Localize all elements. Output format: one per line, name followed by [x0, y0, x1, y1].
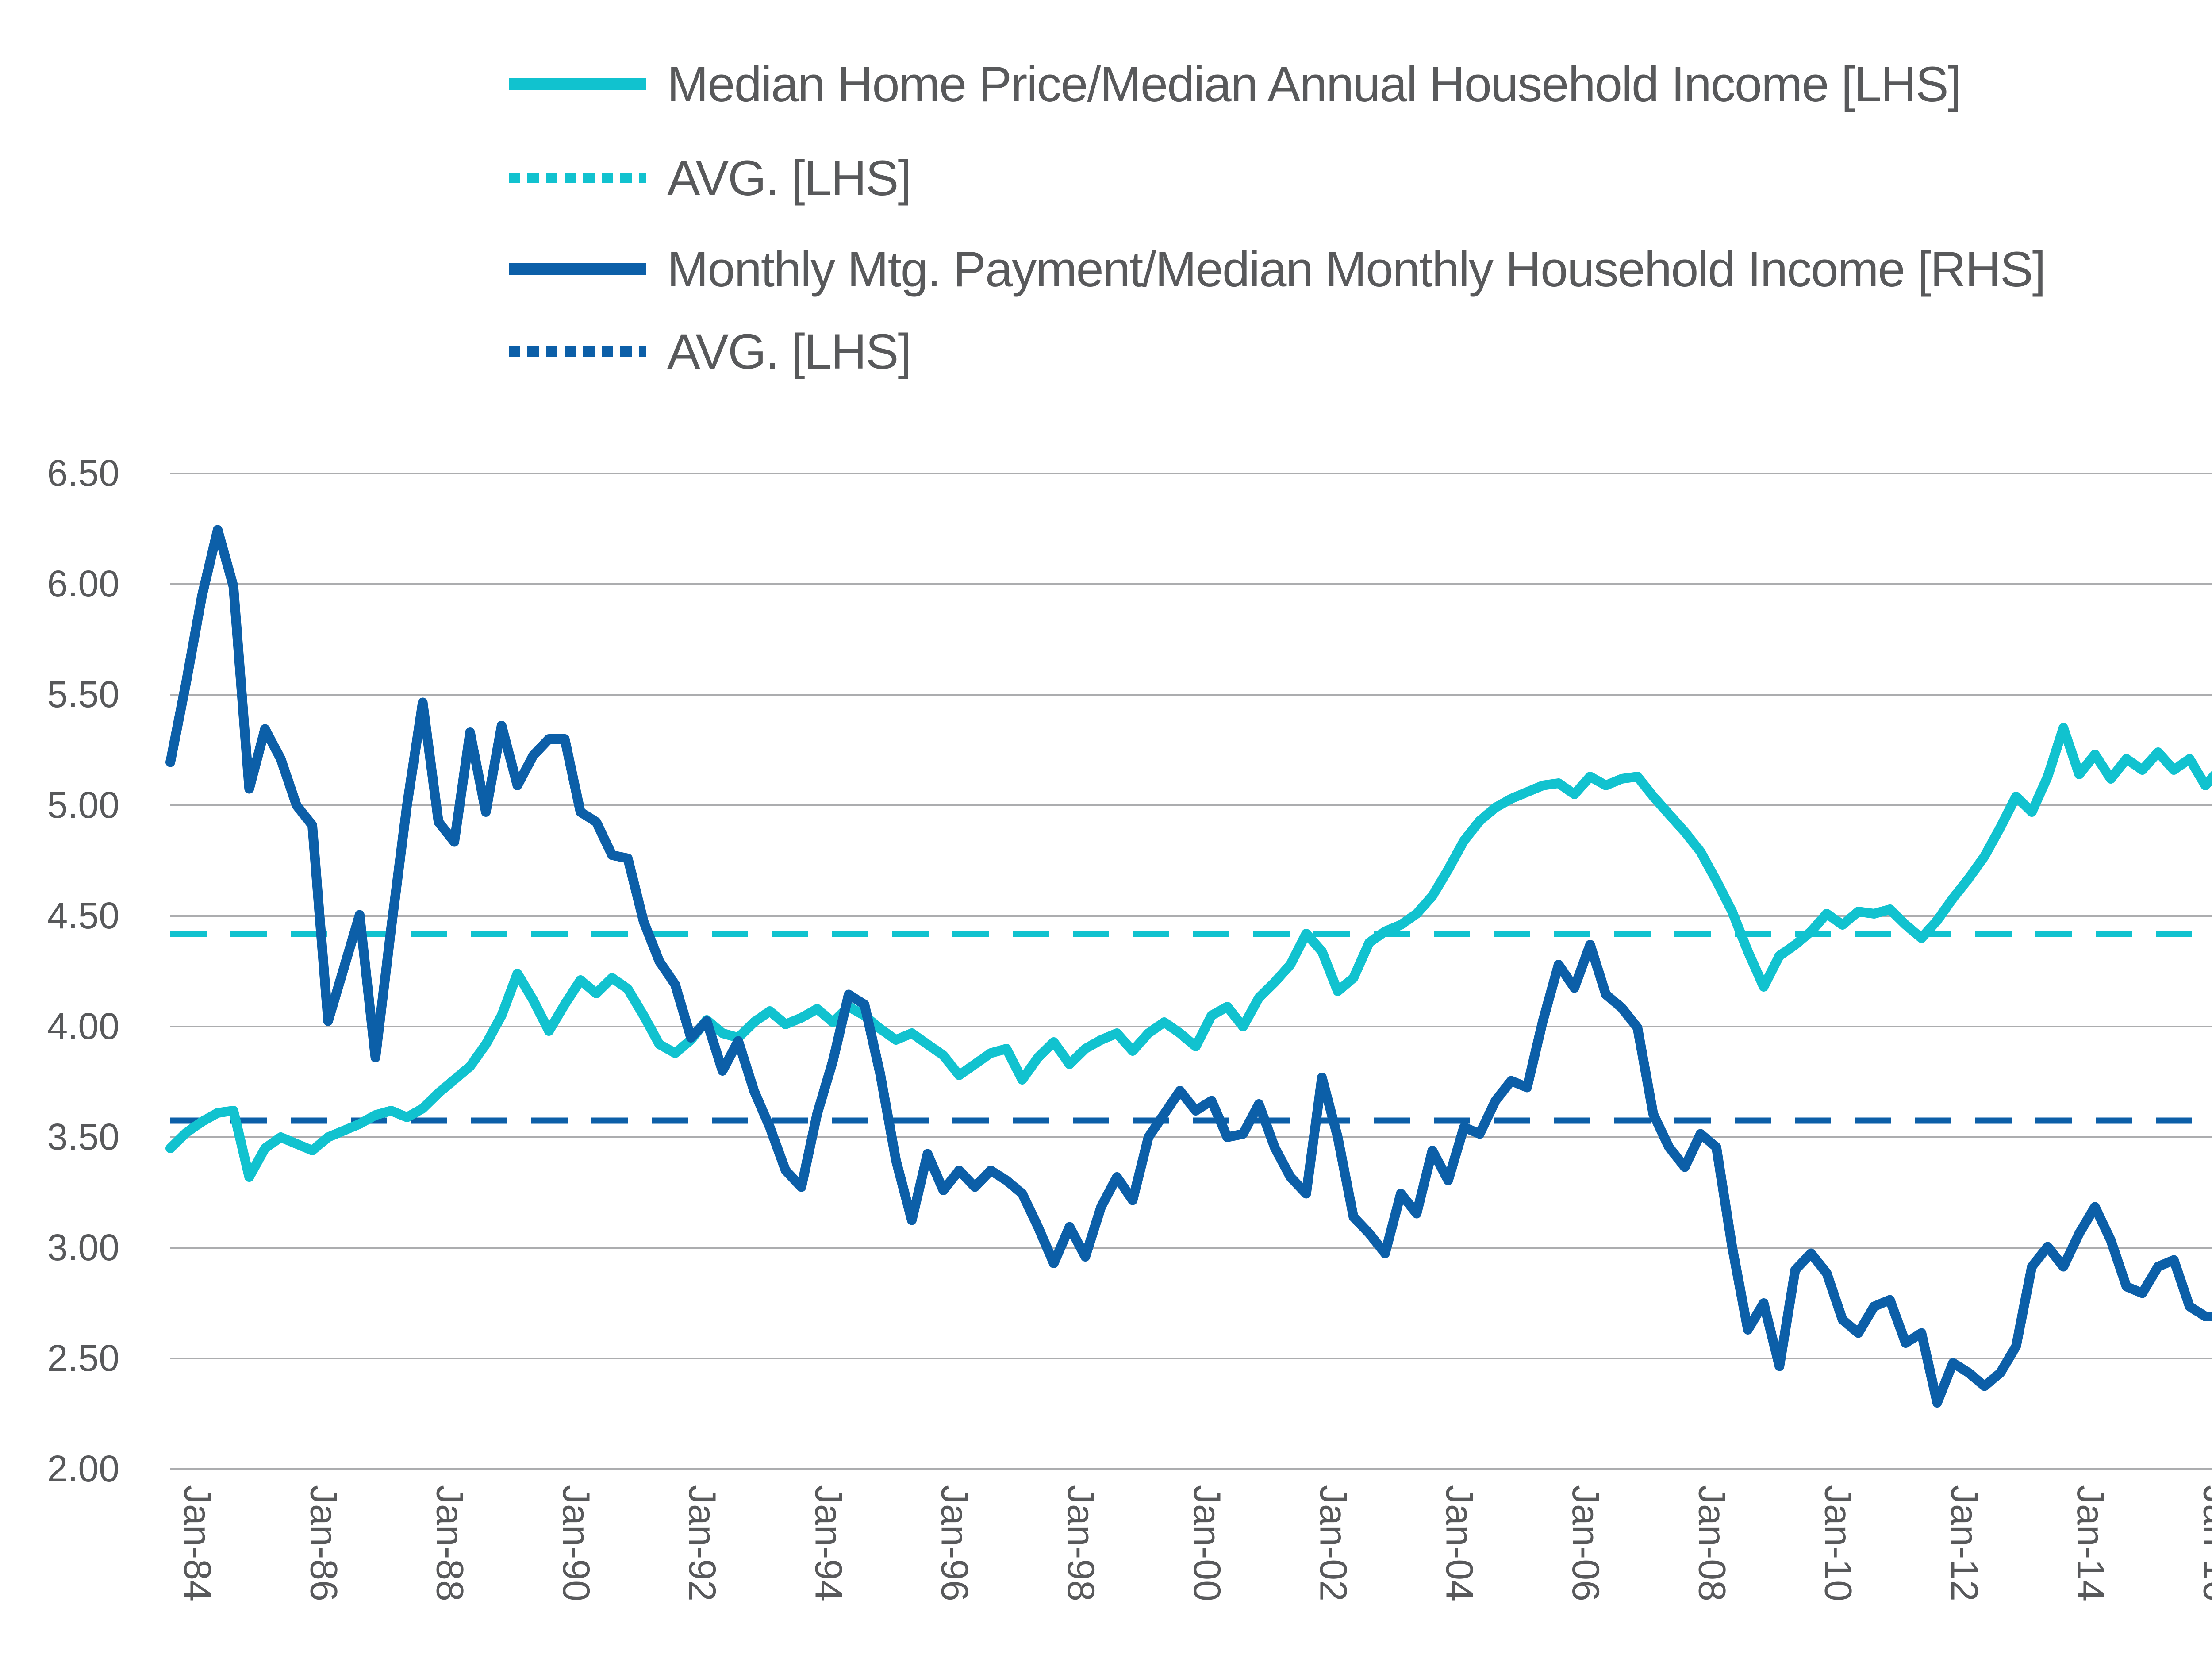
x-axis-tick-label: Jan-90 [555, 1485, 597, 1601]
y-axis-left-tick-label: 5.50 [47, 673, 120, 715]
y-axis-left-tick-label: 2.50 [47, 1337, 120, 1379]
x-axis-tick-label: Jan-96 [933, 1485, 976, 1601]
x-axis-tick-label: Jan-08 [1690, 1485, 1733, 1601]
x-axis-tick-label: Jan-00 [1186, 1485, 1228, 1601]
x-axis-tick-label: Jan-92 [681, 1485, 723, 1601]
legend-swatch-mtg-payment-avg-dash-icon [509, 346, 646, 357]
legend-label-home-price-avg: AVG. [LHS] [667, 150, 912, 206]
x-axis-tick-label: Jan-10 [1817, 1485, 1859, 1601]
x-axis-tick-label: Jan-84 [176, 1485, 219, 1601]
legend-swatch-home-price-line-icon [509, 78, 646, 90]
legend-swatch-home-price-avg-dash-icon [509, 173, 646, 183]
x-axis-tick-label: Jan-06 [1564, 1485, 1607, 1601]
y-axis-left-tick-label: 6.50 [47, 452, 120, 494]
legend-item-home-price-ratio: Median Home Price/Median Annual Househol… [509, 51, 1962, 117]
x-axis-tick-label: Jan-98 [1060, 1485, 1102, 1601]
y-axis-left-tick-label: 3.00 [47, 1227, 120, 1268]
y-axis-left-tick-label: 4.50 [47, 895, 120, 936]
y-axis-left-tick-label: 5.00 [47, 784, 120, 826]
legend-item-mtg-payment-avg: AVG. [LHS] [509, 318, 912, 385]
x-axis-tick-label: Jan-16 [2195, 1485, 2212, 1601]
legend-label-home-price-ratio: Median Home Price/Median Annual Househol… [667, 56, 1962, 112]
legend-label-mtg-payment-ratio: Monthly Mtg. Payment/Median Monthly Hous… [667, 241, 2046, 297]
x-axis-tick-label: Jan-94 [807, 1485, 849, 1601]
y-axis-left-tick-label: 2.00 [47, 1448, 120, 1489]
legend-label-mtg-payment-avg: AVG. [LHS] [667, 323, 912, 379]
x-axis-tick-label: Jan-88 [429, 1485, 471, 1601]
y-axis-left-tick-label: 6.00 [47, 563, 120, 604]
legend-item-mtg-payment-ratio: Monthly Mtg. Payment/Median Monthly Hous… [509, 236, 2046, 302]
legend-swatch-mtg-payment-line-icon [509, 263, 646, 275]
x-axis-tick-label: Jan-02 [1312, 1485, 1354, 1601]
y-axis-left-tick-label: 3.50 [47, 1116, 120, 1158]
legend-item-home-price-avg: AVG. [LHS] [509, 145, 912, 211]
x-axis-tick-label: Jan-14 [2069, 1485, 2112, 1601]
y-axis-left-tick-label: 4.00 [47, 1005, 120, 1047]
x-axis-tick-label: Jan-86 [302, 1485, 345, 1601]
series-mtg-payment-ratio [165, 525, 2212, 1408]
series-home-price-ratio [165, 723, 2212, 1182]
x-axis-tick-label: Jan-12 [1943, 1485, 1985, 1601]
x-axis-tick-label: Jan-04 [1438, 1485, 1481, 1601]
